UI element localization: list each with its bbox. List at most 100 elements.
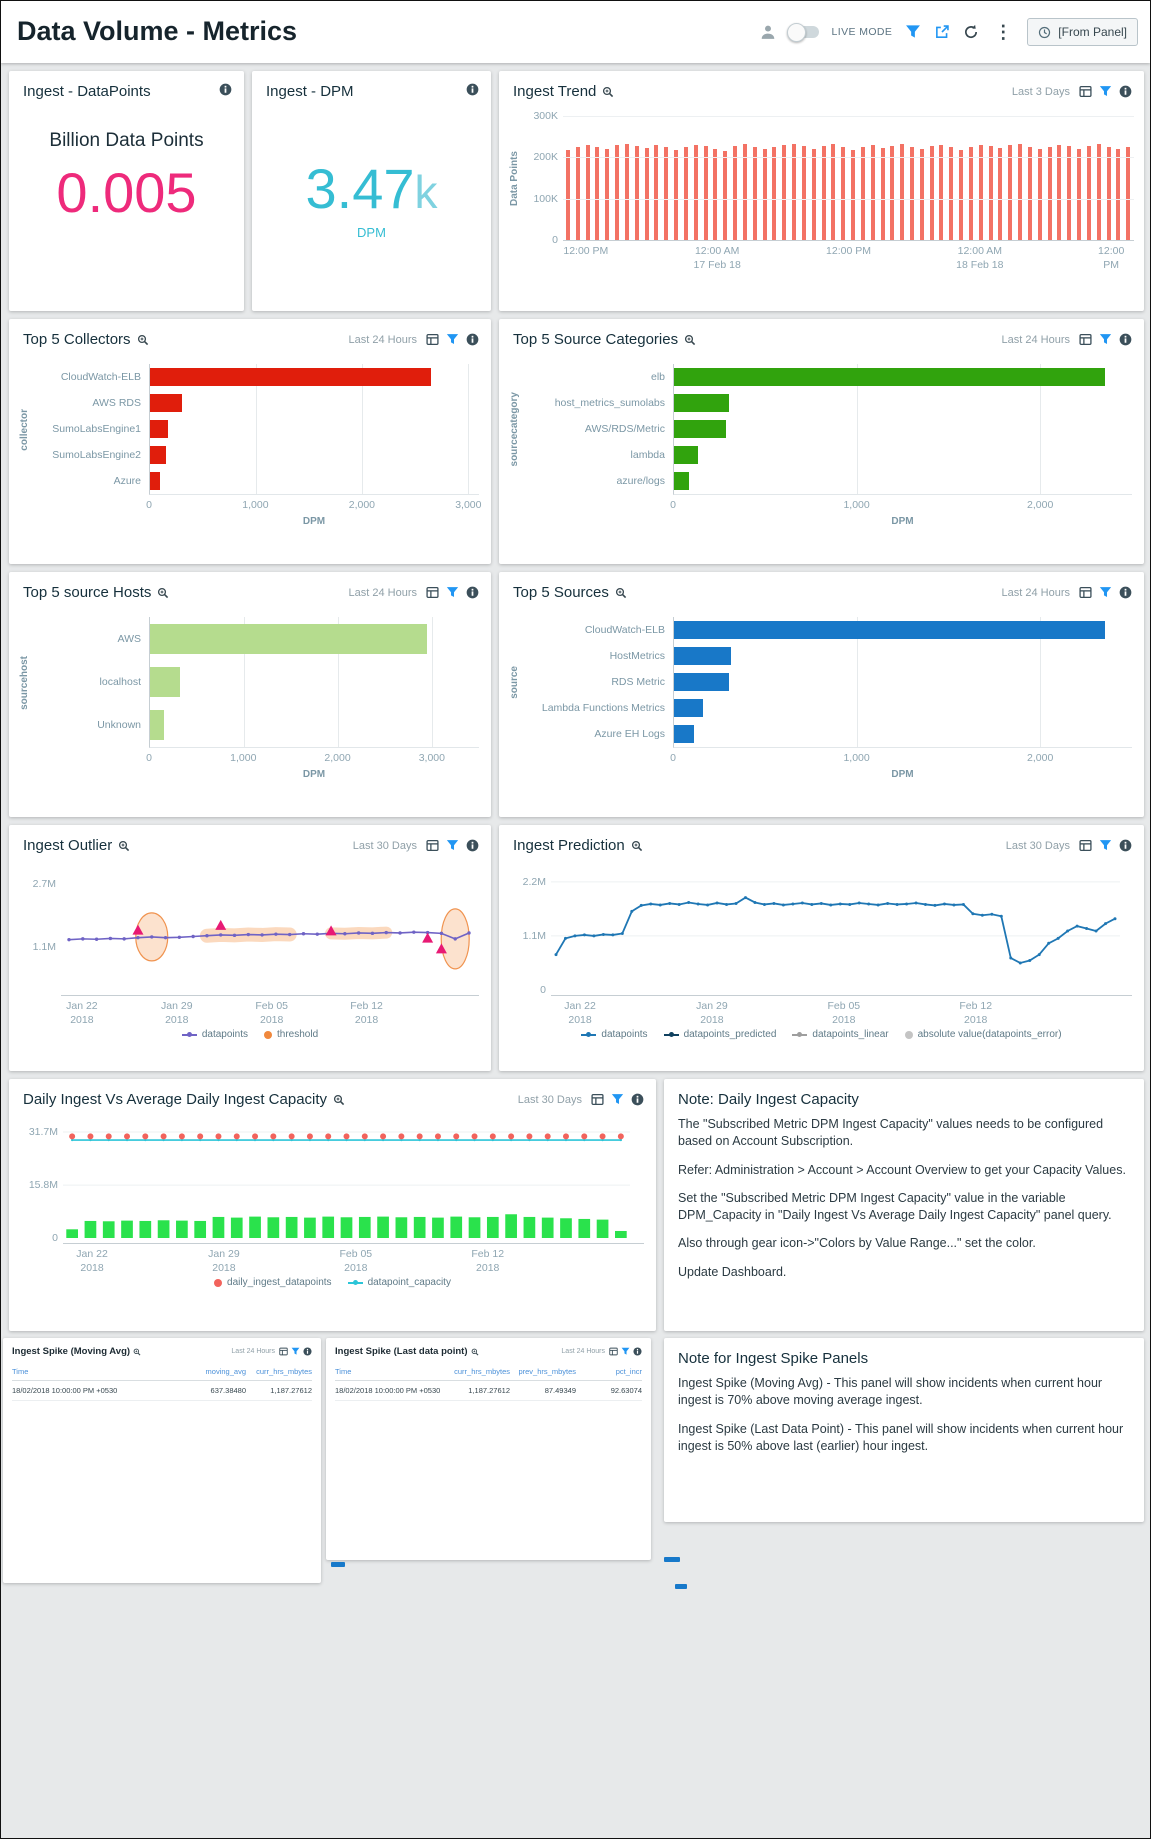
bar[interactable] xyxy=(674,699,704,717)
bar[interactable] xyxy=(150,472,160,490)
table-row[interactable]: 18/02/2018 10:00:00 PM +0530 637.38480 1,1… xyxy=(12,1381,312,1401)
bar[interactable] xyxy=(674,621,1105,639)
column-header[interactable]: Time xyxy=(12,1367,29,1376)
trend-bar[interactable] xyxy=(1008,145,1013,240)
zoom-icon[interactable] xyxy=(133,1348,141,1356)
trend-bar[interactable] xyxy=(703,145,708,240)
trend-bar[interactable] xyxy=(654,144,659,240)
trend-bar[interactable] xyxy=(1027,146,1032,240)
filter-icon[interactable] xyxy=(446,333,459,346)
trend-bar[interactable] xyxy=(831,144,836,240)
trend-bar[interactable] xyxy=(664,146,669,240)
show-in-search-icon[interactable] xyxy=(279,1347,288,1356)
daily-svg[interactable] xyxy=(63,1126,630,1238)
info-icon[interactable] xyxy=(303,1347,312,1356)
trend-bar[interactable] xyxy=(634,145,639,240)
info-icon[interactable] xyxy=(633,1347,642,1356)
trend-bar[interactable] xyxy=(851,149,856,240)
info-icon[interactable] xyxy=(466,586,479,599)
trend-bar[interactable] xyxy=(713,148,718,240)
trend-bar[interactable] xyxy=(929,146,934,240)
trend-bar[interactable] xyxy=(762,149,767,240)
trend-bar[interactable] xyxy=(870,144,875,240)
show-in-search-icon[interactable] xyxy=(1079,839,1092,852)
info-icon[interactable] xyxy=(466,839,479,852)
trend-bar[interactable] xyxy=(683,147,688,240)
bar[interactable] xyxy=(674,446,698,464)
outlier-svg[interactable] xyxy=(61,872,477,990)
trend-bar[interactable] xyxy=(1126,146,1131,240)
filter-icon[interactable] xyxy=(1099,333,1112,346)
zoom-icon[interactable] xyxy=(333,1094,345,1106)
show-in-search-icon[interactable] xyxy=(426,333,439,346)
bar[interactable] xyxy=(674,673,729,691)
trend-bar[interactable] xyxy=(782,144,787,240)
show-in-search-icon[interactable] xyxy=(1079,85,1092,98)
trend-bar[interactable] xyxy=(742,144,747,240)
trend-bar[interactable] xyxy=(1116,149,1121,240)
zoom-icon[interactable] xyxy=(157,587,169,599)
filter-icon[interactable] xyxy=(446,839,459,852)
bar[interactable] xyxy=(674,394,729,412)
trend-bar[interactable] xyxy=(693,144,698,240)
trend-bar[interactable] xyxy=(998,148,1003,240)
trend-bar[interactable] xyxy=(841,147,846,240)
trend-bar[interactable] xyxy=(674,149,679,240)
trend-bar[interactable] xyxy=(615,145,620,240)
show-in-search-icon[interactable] xyxy=(1079,333,1092,346)
trend-bar[interactable] xyxy=(890,145,895,240)
bar[interactable] xyxy=(150,394,182,412)
trend-bar[interactable] xyxy=(988,145,993,240)
trend-bar[interactable] xyxy=(624,143,629,240)
column-header[interactable]: prev_hrs_mbytes xyxy=(518,1367,576,1376)
trend-bar[interactable] xyxy=(792,143,797,240)
trend-bar[interactable] xyxy=(939,144,944,240)
trend-bar[interactable] xyxy=(1067,146,1072,240)
share-icon[interactable] xyxy=(934,24,950,40)
show-in-search-icon[interactable] xyxy=(609,1347,618,1356)
column-header[interactable]: pct_incr xyxy=(615,1367,642,1376)
bar[interactable] xyxy=(150,710,164,741)
info-icon[interactable] xyxy=(466,333,479,346)
prediction-svg[interactable] xyxy=(551,872,1120,990)
info-icon[interactable] xyxy=(1119,333,1132,346)
legend-item[interactable]: datapoint_capacity xyxy=(347,1277,451,1288)
more-menu-icon[interactable]: ⋮ xyxy=(994,22,1013,42)
bar[interactable] xyxy=(150,623,428,654)
bar[interactable] xyxy=(674,472,689,490)
legend-item[interactable]: datapoints xyxy=(581,1029,648,1040)
info-icon[interactable] xyxy=(1119,839,1132,852)
trend-bar[interactable] xyxy=(644,148,649,240)
info-icon[interactable] xyxy=(219,83,232,96)
zoom-icon[interactable] xyxy=(631,840,643,852)
trend-bar[interactable] xyxy=(772,147,777,240)
trend-bar[interactable] xyxy=(978,144,983,240)
zoom-icon[interactable] xyxy=(602,86,614,98)
filter-icon[interactable] xyxy=(1099,586,1112,599)
trend-bar[interactable] xyxy=(821,145,826,240)
filter-icon[interactable] xyxy=(446,586,459,599)
trend-bar[interactable] xyxy=(968,146,973,240)
zoom-icon[interactable] xyxy=(137,334,149,346)
filter-icon[interactable] xyxy=(1099,839,1112,852)
trend-bar[interactable] xyxy=(909,146,914,240)
zoom-icon[interactable] xyxy=(684,334,696,346)
column-header[interactable]: Time xyxy=(335,1367,352,1376)
filter-icon[interactable] xyxy=(611,1093,624,1106)
legend-item[interactable]: daily_ingest_datapoints xyxy=(214,1277,332,1288)
bar[interactable] xyxy=(150,667,181,697)
info-icon[interactable] xyxy=(1119,85,1132,98)
live-mode-toggle[interactable] xyxy=(786,23,819,42)
legend-item[interactable]: threshold xyxy=(264,1029,318,1040)
time-range-selector[interactable]: [From Panel] xyxy=(1027,18,1138,46)
legend-item[interactable]: datapoints xyxy=(181,1029,248,1040)
trend-bar[interactable] xyxy=(900,144,905,240)
filter-icon[interactable] xyxy=(905,24,921,40)
bar[interactable] xyxy=(150,446,166,464)
trend-bar[interactable] xyxy=(959,150,964,240)
trend-bar[interactable] xyxy=(1086,145,1091,240)
trend-bar[interactable] xyxy=(1047,147,1052,240)
bar[interactable] xyxy=(674,725,695,743)
bar[interactable] xyxy=(674,420,727,438)
filter-icon[interactable] xyxy=(1099,85,1112,98)
